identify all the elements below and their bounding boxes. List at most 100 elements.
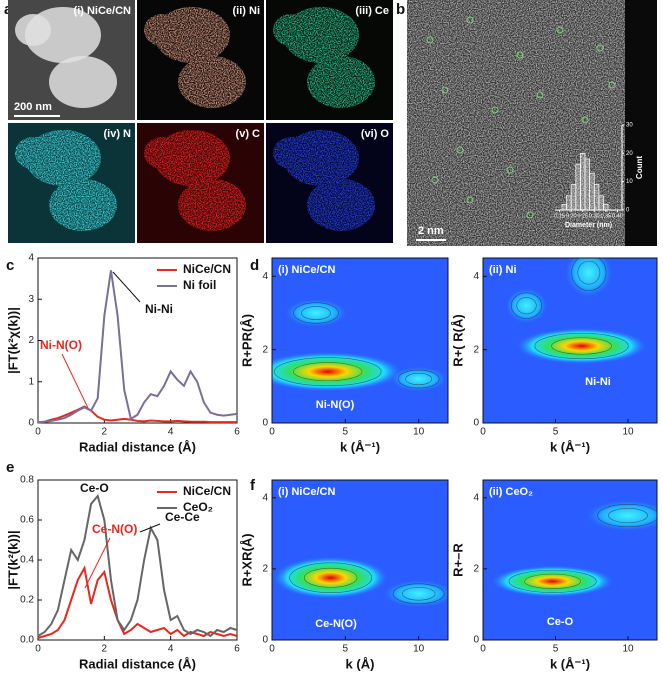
y-tick-label: 0	[262, 418, 268, 429]
wavelet-map	[483, 480, 657, 640]
x-tick-label: 10	[413, 427, 425, 438]
x-axis-label: Radial distance (Å)	[79, 439, 196, 454]
plot-title: (ii) CeO₂	[489, 486, 533, 498]
particle	[144, 14, 180, 46]
plot-frame	[271, 257, 449, 424]
y-tick-label: 4	[473, 271, 479, 282]
y-tick-label: 2	[28, 335, 34, 346]
histogram-bar	[589, 172, 595, 211]
histogram-bar	[580, 152, 586, 211]
contour-line	[551, 337, 612, 355]
histogram-bar	[593, 184, 600, 211]
x-tick-label: 10	[622, 644, 634, 655]
contour-line	[534, 332, 629, 360]
x-tick-label: 0.15	[554, 213, 565, 219]
y-tick-label: 2	[262, 564, 268, 575]
y-tick-label: 0	[626, 208, 630, 214]
map-signal	[273, 7, 375, 108]
image-edge	[625, 0, 657, 246]
intensity-region	[584, 499, 657, 532]
y-axis-label: |FT(k²(k))|	[5, 530, 20, 589]
x-axis-label: k (Å⁻¹)	[550, 439, 590, 454]
x-tick-label: 10	[413, 644, 425, 655]
annotation: Ni-N(O)	[40, 338, 82, 352]
y-tick-label: 0.4	[20, 555, 34, 566]
contour-line	[608, 508, 648, 524]
wavelet-map	[272, 258, 448, 423]
x-tick-label: 0	[35, 644, 41, 655]
annotation: Ce-O	[80, 481, 109, 495]
particle	[178, 179, 246, 231]
contour-line	[289, 562, 373, 594]
y-tick-label: 0	[473, 418, 479, 429]
annotation: Ce-O	[547, 616, 574, 628]
x-tick-label: 0	[35, 427, 41, 438]
contour-line	[508, 569, 597, 593]
contour-line	[301, 306, 331, 320]
eds-maps: (i) NiCe/CN (ii) Ni (iii) Ce (iv) N (v) C (vi…	[8, 0, 393, 243]
x-tick-label: 0	[269, 644, 275, 655]
contour-line	[293, 362, 363, 382]
x-tick-label: 0	[480, 427, 486, 438]
intensity-region	[382, 579, 448, 608]
y-axis-label: |FT(k²χ(k))|	[5, 307, 20, 374]
annotation: Ce-Ce	[165, 510, 200, 524]
map-background	[272, 258, 448, 423]
contour-line	[524, 573, 581, 589]
map-label: (iv) N	[104, 128, 132, 140]
contour-line	[577, 260, 601, 285]
contour-line	[516, 297, 537, 315]
histogram-bar	[566, 195, 572, 211]
y-axis-label: R+PR(Å)	[239, 314, 254, 367]
plot-frame	[482, 479, 658, 641]
particle	[307, 179, 375, 231]
legend-label: Ni foil	[183, 278, 216, 292]
map-label: (iii) Ce	[355, 5, 389, 17]
y-tick-label: 0.2	[20, 595, 34, 606]
map-signal	[15, 7, 117, 108]
y-axis-label: R+–R	[450, 543, 465, 577]
contour-line	[303, 567, 358, 588]
x-tick-label: 0	[480, 644, 486, 655]
particle	[49, 179, 117, 231]
plot-frame	[271, 479, 449, 641]
contour-line	[293, 302, 339, 324]
x-tick-label: 10	[622, 427, 634, 438]
map-label: (v) C	[236, 128, 261, 140]
plots: 0.15 0.20 0.25 0.30 0.35 0.400102030Diameter …	[5, 123, 658, 671]
x-tick-label: 4	[168, 427, 174, 438]
x-tick-label: 5	[343, 644, 349, 655]
contour-line	[397, 369, 440, 389]
histogram-bar	[584, 158, 591, 211]
particle	[15, 137, 51, 169]
annotation: Ni-Ni	[585, 376, 611, 388]
map-signal	[144, 130, 246, 231]
legend-label: NiCe/CN	[183, 262, 231, 276]
histogram-bar	[561, 203, 567, 211]
annotation-arrow	[112, 271, 141, 303]
y-axis-label: Count	[635, 156, 644, 179]
series-line	[37, 565, 238, 639]
x-axis-label: k (Å⁻¹)	[550, 656, 590, 671]
particle	[273, 137, 309, 169]
histogram-bar	[575, 164, 581, 211]
x-tick-label: 6	[234, 427, 240, 438]
x-tick-label: 0.25	[577, 213, 588, 219]
panel-label: e	[6, 459, 14, 476]
plot-title: (i) NiCe/CN	[278, 264, 336, 276]
contour-line	[392, 583, 445, 605]
image-texture	[407, 0, 627, 246]
particle	[273, 14, 309, 46]
panel-label: b	[396, 1, 405, 18]
y-tick-label: 2	[473, 564, 479, 575]
intensity-region	[272, 351, 404, 392]
wavelet-map	[483, 258, 657, 423]
plot-frame	[482, 257, 658, 424]
x-tick-label: 0.30	[589, 213, 600, 219]
y-tick-label: 0	[28, 418, 34, 429]
panel-label: f	[250, 477, 256, 494]
panel-label: d	[250, 257, 259, 274]
x-tick-label: 0.35	[600, 213, 611, 219]
contour-line	[571, 258, 607, 291]
